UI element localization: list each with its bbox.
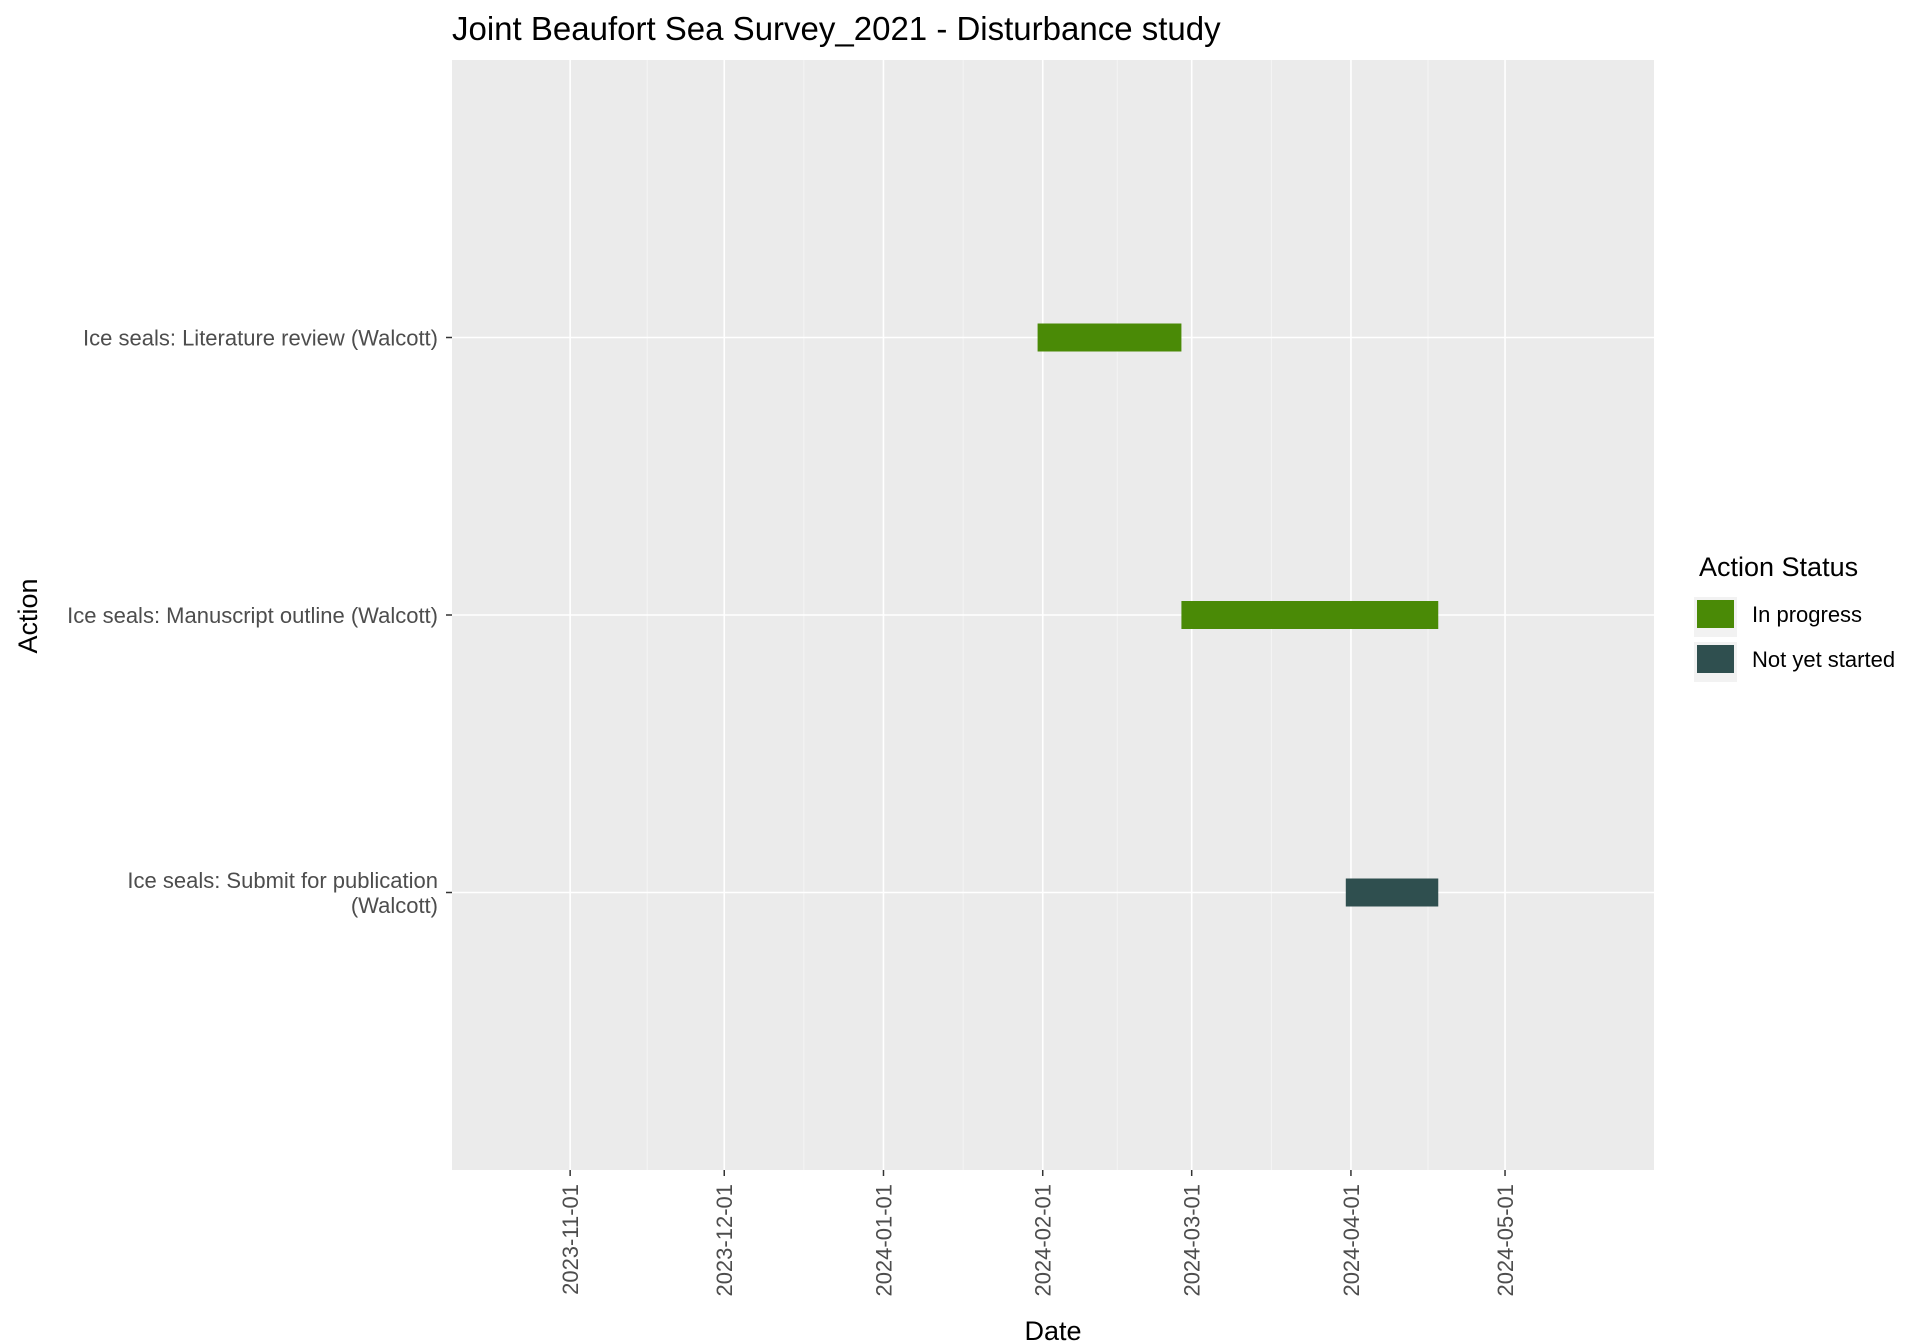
task-bar xyxy=(1181,601,1439,629)
x-axis-title: Date xyxy=(1024,1316,1081,1344)
task-bar xyxy=(1345,878,1439,907)
legend-swatch xyxy=(1697,645,1734,673)
y-axis-title: Action xyxy=(13,578,43,653)
x-tick-label: 2024-01-01 xyxy=(871,1184,896,1297)
x-tick-label: 2023-11-01 xyxy=(558,1184,583,1295)
task-bars xyxy=(1037,323,1439,907)
x-tick-label: 2024-02-01 xyxy=(1031,1184,1056,1297)
x-tick-label: 2023-12-01 xyxy=(712,1184,737,1297)
y-tick-label: Ice seals: Literature review (Walcott) xyxy=(83,326,438,351)
task-bar xyxy=(1037,323,1182,352)
y-tick-label: (Walcott) xyxy=(351,893,438,918)
legend-title: Action Status xyxy=(1699,552,1858,582)
legend-label: Not yet started xyxy=(1752,647,1895,672)
x-tick-label: 2024-05-01 xyxy=(1493,1184,1518,1297)
y-tick-label: Ice seals: Submit for publication xyxy=(127,868,438,893)
y-tick-label: Ice seals: Manuscript outline (Walcott) xyxy=(67,603,438,628)
y-axis: Ice seals: Literature review (Walcott) Ic… xyxy=(67,326,452,918)
legend-swatch xyxy=(1697,600,1734,628)
x-axis: 2023-11-01 2023-12-01 2024-01-01 2024-02-01… xyxy=(558,1170,1518,1297)
legend-label: In progress xyxy=(1752,602,1862,627)
legend: Action Status In progress Not yet started xyxy=(1694,552,1895,682)
x-tick-label: 2024-04-01 xyxy=(1339,1184,1364,1297)
chart-title: Joint Beaufort Sea Survey_2021 - Disturb… xyxy=(452,10,1221,47)
x-tick-label: 2024-03-01 xyxy=(1180,1184,1205,1297)
